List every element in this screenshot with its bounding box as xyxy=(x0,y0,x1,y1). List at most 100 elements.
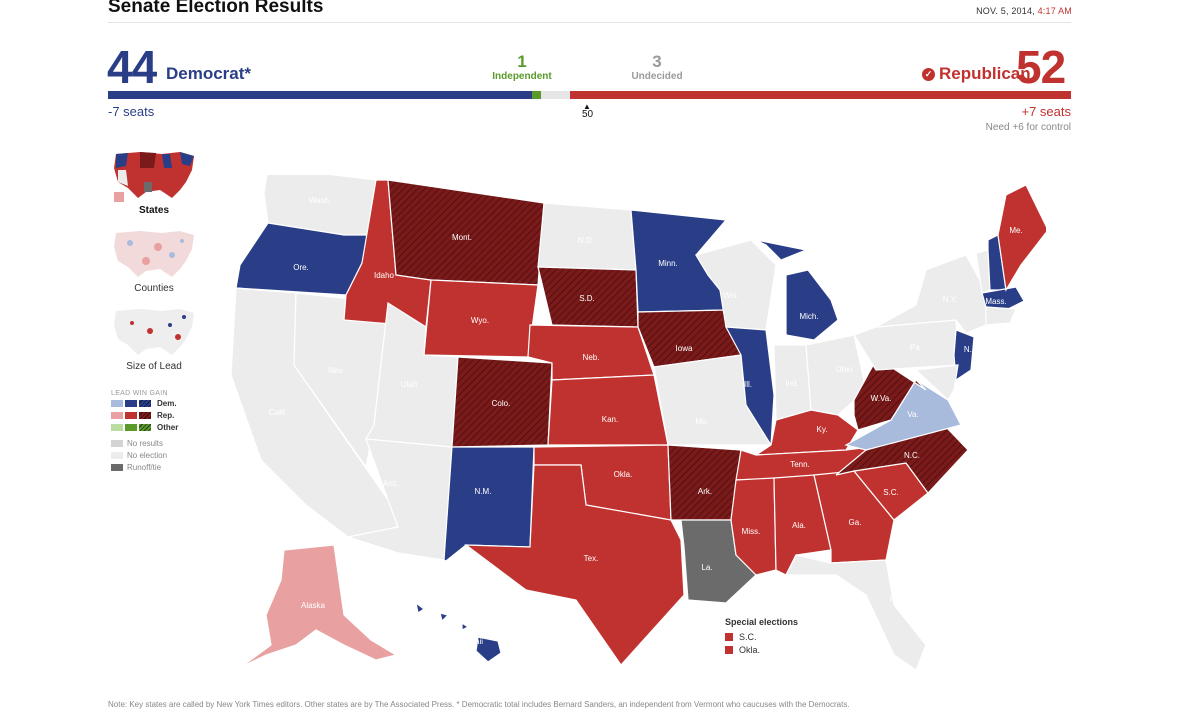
check-icon: ✓ xyxy=(922,67,935,81)
state-texas[interactable] xyxy=(464,464,685,666)
label-nd: N.D. xyxy=(578,236,594,245)
label-wash: Wash. xyxy=(309,196,331,205)
size-of-lead-view-thumbnail[interactable] xyxy=(110,303,198,361)
control-note: Need +6 for control xyxy=(985,122,1071,133)
state-alaska[interactable] xyxy=(240,544,398,668)
special-elections-title: Special elections xyxy=(725,617,799,627)
no-results-swatch xyxy=(111,440,123,447)
legend-row-rep: Rep. xyxy=(111,410,178,421)
rep-seat-change: +7 seats xyxy=(1021,104,1071,119)
counties-view-label[interactable]: Counties xyxy=(134,283,174,294)
size-of-lead-view-label[interactable]: Size of Lead xyxy=(126,361,182,372)
dem-lead-swatch xyxy=(111,400,123,407)
state-maine[interactable] xyxy=(997,184,1046,292)
label-hawaii: Hawaii xyxy=(459,637,483,646)
label-wis: Wis. xyxy=(723,291,739,300)
state-hawaii[interactable] xyxy=(415,601,502,663)
dem-seat-count: 44 xyxy=(107,41,157,93)
label-neb: Neb. xyxy=(583,353,600,362)
timestamp: NOV. 5, 2014, 4:17 AM xyxy=(976,6,1072,16)
state-connecticut-ri[interactable] xyxy=(985,306,1017,326)
us-senate-map: Wash. Ore. Calif. Nev. Idaho Mont. Wyo. … xyxy=(230,175,1046,670)
rep-seat-fill xyxy=(570,91,1071,99)
special-election-item: S.C. xyxy=(725,630,798,643)
label-wva: W.Va. xyxy=(871,394,892,403)
label-mass: Mass. xyxy=(985,297,1006,306)
label-nev: Nev. xyxy=(328,366,344,375)
legend-dem-label: Dem. xyxy=(157,399,177,408)
dem-seat-change: -7 seats xyxy=(108,104,155,119)
state-arkansas[interactable] xyxy=(667,444,742,521)
states-view-label[interactable]: States xyxy=(138,205,169,216)
state-kansas[interactable] xyxy=(547,374,669,446)
state-massachusetts[interactable] xyxy=(981,286,1025,310)
special-election-state: S.C. xyxy=(739,631,757,642)
label-mont: Mont. xyxy=(452,233,472,242)
states-view-thumbnail[interactable] xyxy=(110,146,198,204)
legend-runoff-label: Runoff/tie xyxy=(127,463,162,472)
state-new-york[interactable] xyxy=(875,254,989,334)
label-utah: Utah xyxy=(401,380,418,389)
seat-bar xyxy=(108,91,1071,99)
state-new-mexico[interactable] xyxy=(443,446,535,562)
page-title: Senate Election Results xyxy=(108,0,324,17)
label-me: Me. xyxy=(1009,226,1022,235)
label-idaho: Idaho xyxy=(374,271,395,280)
undecided-label: Undecided xyxy=(631,71,683,82)
label-minn: Minn. xyxy=(658,259,678,268)
majority-label: 50 xyxy=(582,109,594,120)
label-va: Va. xyxy=(907,410,918,419)
time-text: 4:17 AM xyxy=(1037,6,1072,16)
label-ind: Ind. xyxy=(785,379,798,388)
legend-row-runoff: Runoff/tie xyxy=(111,462,178,473)
legend-row-other: Other xyxy=(111,422,178,433)
legend-row-dem: Dem. xyxy=(111,398,178,409)
no-election-swatch xyxy=(111,452,123,459)
rep-gain-swatch xyxy=(139,412,151,419)
legend-row-no-results: No results xyxy=(111,438,178,449)
footnote: Note: Key states are called by New York … xyxy=(108,700,850,709)
legend-row-no-election: No election xyxy=(111,450,178,461)
label-sc: S.C. xyxy=(883,488,899,497)
label-wyo: Wyo. xyxy=(471,316,489,325)
label-tenn: Tenn. xyxy=(790,460,810,469)
label-calif: Calif. xyxy=(269,408,287,417)
state-new-jersey[interactable] xyxy=(953,329,975,382)
label-mo: Mo. xyxy=(695,417,708,426)
other-gain-swatch xyxy=(139,424,151,431)
label-tex: Tex. xyxy=(584,554,599,563)
state-michigan[interactable] xyxy=(755,239,839,341)
rep-swatch xyxy=(725,645,733,654)
rep-swatch xyxy=(725,632,733,641)
label-ga: Ga. xyxy=(849,518,862,527)
label-okla: Okla. xyxy=(614,470,633,479)
label-ore: Ore. xyxy=(293,263,309,272)
legend-other-label: Other xyxy=(157,423,179,432)
state-delaware-maryland[interactable] xyxy=(914,364,959,401)
label-ky: Ky. xyxy=(817,425,828,434)
label-nc: N.C. xyxy=(904,451,920,460)
special-election-state: Okla. xyxy=(739,644,761,655)
legend-no-election-label: No election xyxy=(127,451,168,460)
label-ohio: Ohio xyxy=(836,365,853,374)
title-divider xyxy=(108,22,1071,23)
label-ariz: Ariz. xyxy=(383,479,399,488)
dem-win-swatch xyxy=(125,400,137,407)
legend-no-results-label: No results xyxy=(127,439,164,448)
runoff-swatch xyxy=(111,464,123,471)
state-pennsylvania[interactable] xyxy=(853,319,959,371)
label-ny: N.Y. xyxy=(943,295,958,304)
rep-label-group: ✓ Republican xyxy=(922,64,1031,84)
undecided-count: 3 xyxy=(652,52,662,71)
rep-win-swatch xyxy=(125,412,137,419)
label-ill: Ill. xyxy=(744,380,752,389)
label-la: La. xyxy=(701,563,712,572)
state-florida[interactable] xyxy=(785,554,927,670)
majority-marker-icon: ▲ xyxy=(583,102,591,111)
dem-label: Democrat* xyxy=(166,64,252,83)
counties-view-thumbnail[interactable] xyxy=(110,225,198,283)
label-ark: Ark. xyxy=(698,487,712,496)
state-ohio[interactable] xyxy=(805,334,867,416)
map-legend: LEAD WIN GAIN Dem. Rep. Other No results… xyxy=(111,390,178,473)
label-pa: Pa. xyxy=(910,343,922,352)
